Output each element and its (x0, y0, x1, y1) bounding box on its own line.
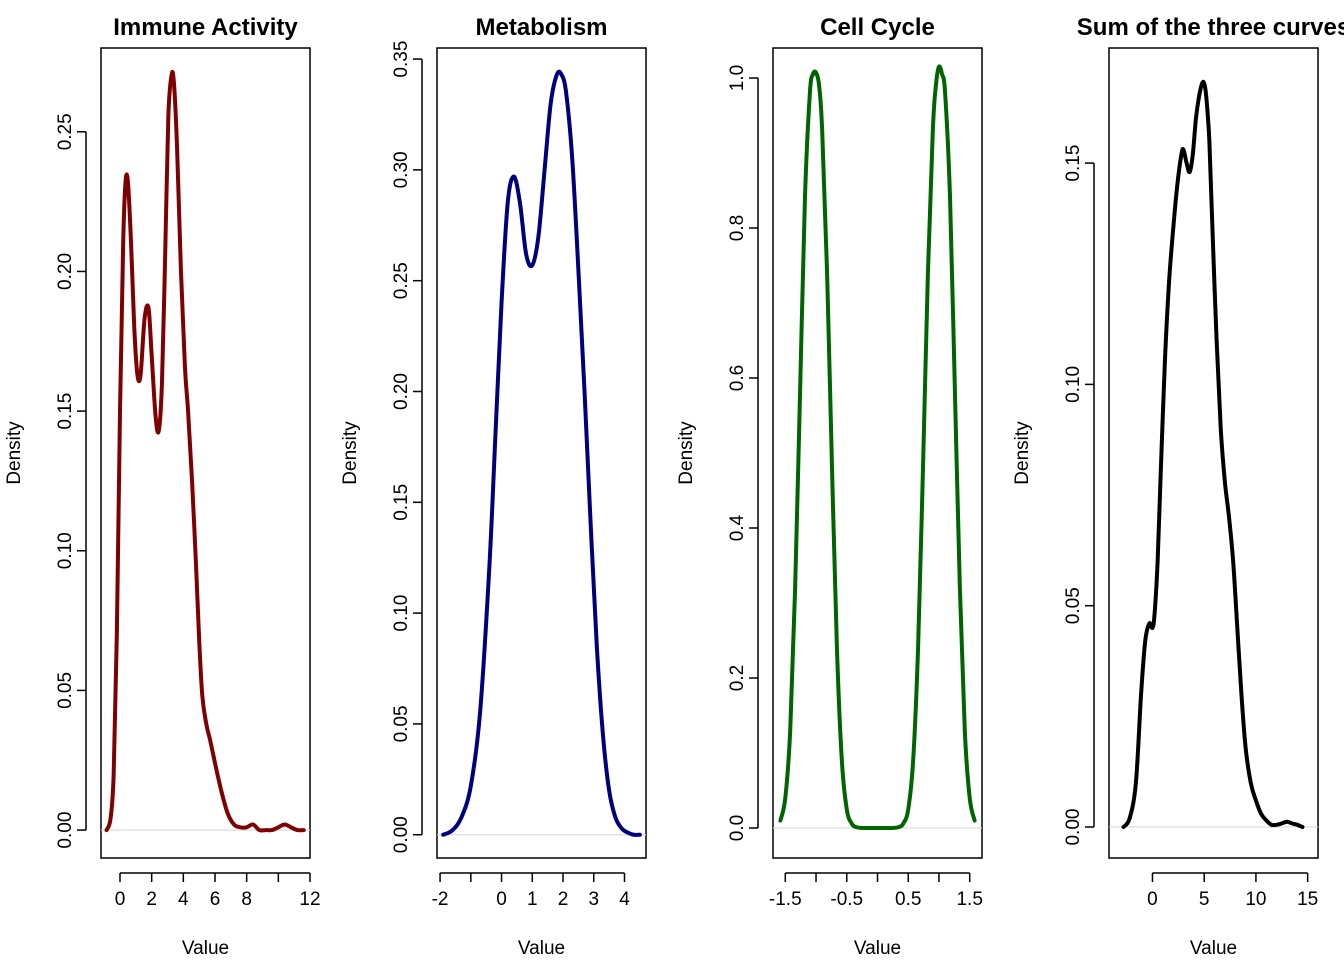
plot-frame (100, 47, 311, 859)
chart-panel-3: Cell Cycle -1.5 -0.5 0.5 1.5 0.0 0.2 0.4 0.6 0.8 1… (676, 14, 983, 959)
x-tick-label: 0 (115, 889, 126, 910)
y-axis-label: Density (340, 421, 361, 485)
y-tick-label: 0.00 (55, 812, 76, 849)
x-tick-label: 4 (619, 889, 630, 910)
y-tick-label: 0.8 (727, 215, 748, 241)
y-tick-label: 0.10 (391, 595, 412, 632)
y-tick-label: 0.25 (391, 262, 412, 299)
x-tick-label: 12 (299, 889, 320, 910)
y-tick-label: 0.00 (1063, 809, 1084, 846)
x-tick-label: 4 (178, 889, 189, 910)
y-tick-label: 0.10 (1063, 366, 1084, 403)
y-axis-label: Density (4, 421, 25, 485)
x-tick-label: -0.5 (830, 889, 863, 910)
plot-frame (436, 47, 647, 859)
y-tick-label: 0.6 (727, 365, 748, 391)
y-tick-label: 0.15 (1063, 145, 1084, 182)
x-tick-label: 10 (1245, 889, 1266, 910)
x-axis-label: Value (854, 938, 901, 959)
plot-frame (1108, 47, 1319, 859)
y-tick-label: 0.30 (391, 151, 412, 188)
y-tick-label: 0.20 (55, 253, 76, 290)
x-tick-label: 0 (496, 889, 507, 910)
y-tick-label: 0.05 (391, 705, 412, 742)
x-tick-label: -2 (432, 889, 449, 910)
y-tick-label: 0.2 (727, 665, 748, 691)
y-tick-label: 0.10 (55, 532, 76, 569)
x-tick-label: 6 (210, 889, 221, 910)
x-axis-label: Value (518, 938, 565, 959)
chart-title: Metabolism (475, 14, 607, 41)
density-curve (104, 69, 306, 833)
x-axis-label: Value (182, 938, 229, 959)
chart-panel-1: Immune Activity 0 2 4 6 8 12 0.00 0.05 0.10 0.15 0.… (4, 14, 321, 959)
y-tick-label: 0.0 (727, 815, 748, 841)
chart-panel-4: Sum of the three curves 0 5 10 15 0.00 0.05 0.1… (1012, 14, 1344, 959)
chart-title: Sum of the three curves (1077, 14, 1344, 41)
chart-panel-2: Metabolism -2 0 1 2 3 4 0.00 0.05 0.10 0.15 0.20 0.2… (340, 14, 647, 959)
x-tick-label: 8 (241, 889, 252, 910)
x-tick-label: 0.5 (895, 889, 921, 910)
chart-title: Immune Activity (113, 14, 298, 41)
x-tick-label: 1 (527, 889, 538, 910)
y-axis-label: Density (1012, 421, 1033, 485)
x-tick-label: 5 (1199, 889, 1210, 910)
y-tick-label: 0.4 (727, 514, 748, 541)
plot-frame (772, 47, 983, 859)
density-curve (1121, 79, 1305, 830)
y-tick-label: 0.00 (391, 816, 412, 853)
x-tick-label: 2 (146, 889, 157, 910)
y-tick-label: 0.35 (391, 41, 412, 78)
y-tick-label: 0.20 (391, 373, 412, 410)
x-axis-label: Value (1190, 938, 1237, 959)
y-tick-label: 1.0 (727, 65, 748, 91)
y-tick-label: 0.05 (55, 672, 76, 709)
x-tick-label: -1.5 (769, 889, 802, 910)
density-curve (441, 69, 642, 837)
x-tick-label: 2 (558, 889, 569, 910)
y-tick-label: 0.25 (55, 113, 76, 150)
y-axis-label: Density (676, 421, 697, 485)
y-tick-label: 0.05 (1063, 587, 1084, 624)
density-curve (778, 64, 977, 831)
y-tick-label: 0.15 (55, 393, 76, 430)
x-tick-label: 15 (1297, 889, 1318, 910)
x-tick-label: 0 (1147, 889, 1158, 910)
x-tick-label: 3 (588, 889, 599, 910)
chart-title: Cell Cycle (820, 14, 935, 41)
y-tick-label: 0.15 (391, 484, 412, 521)
x-tick-label: 1.5 (956, 889, 982, 910)
